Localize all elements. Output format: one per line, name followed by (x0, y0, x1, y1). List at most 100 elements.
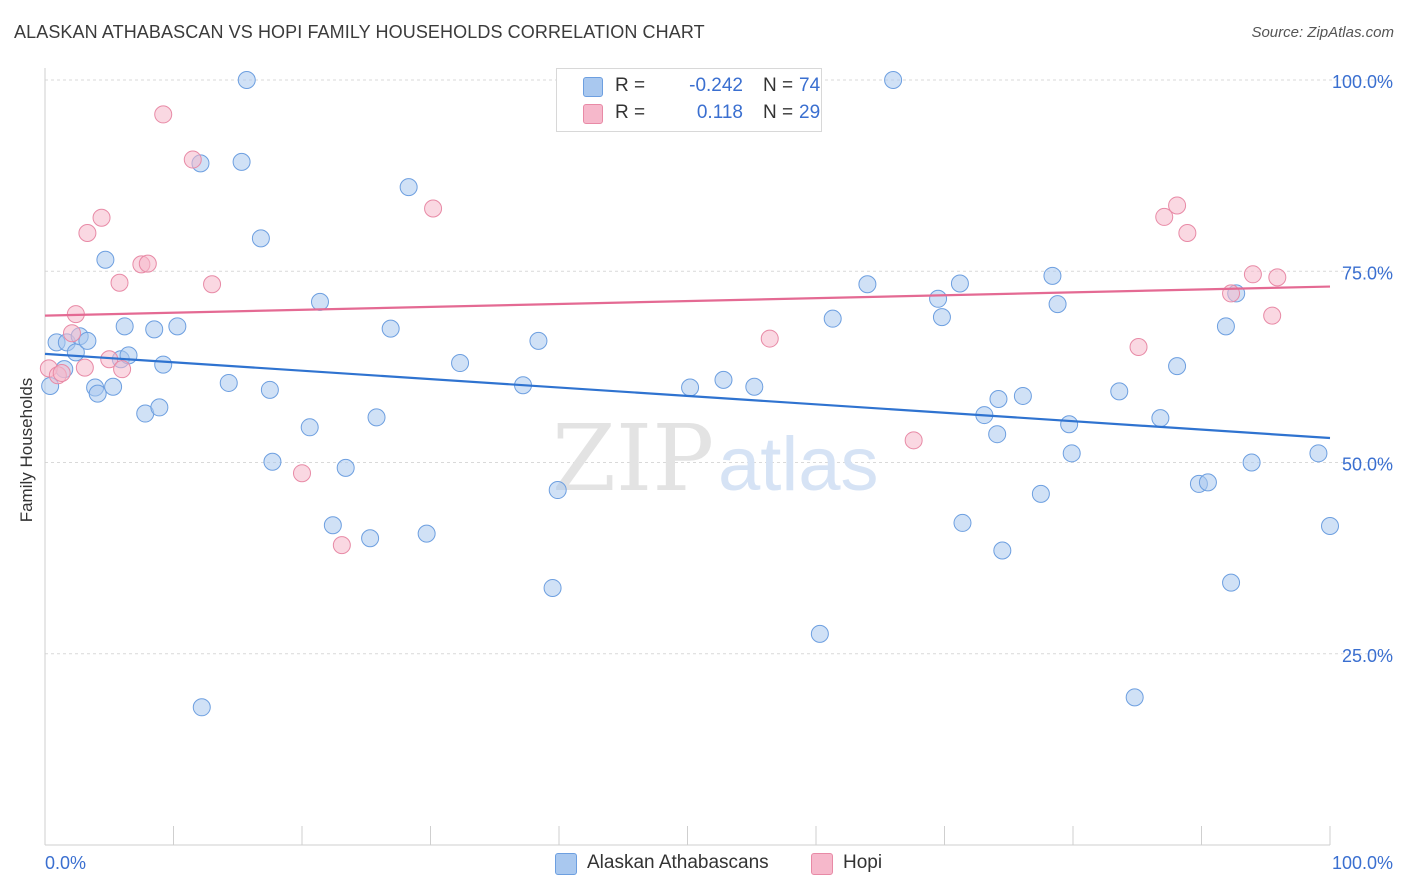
data-point (1048, 295, 1067, 314)
trend-line (44, 285, 1331, 317)
data-point (904, 431, 923, 450)
data-point (1168, 196, 1187, 215)
legend-r-value: 0.118 (696, 102, 743, 123)
data-point (929, 289, 948, 308)
bottom-legend-swatch-alaskan (555, 853, 577, 875)
data-point (88, 384, 107, 403)
data-point (183, 150, 202, 169)
data-point (263, 452, 282, 471)
data-point (381, 319, 400, 338)
bottom-legend-label: Hopi (843, 852, 883, 873)
data-point (681, 378, 700, 397)
y-tick-label: 50.0% (1342, 455, 1393, 475)
data-point (424, 199, 443, 218)
data-point (1309, 444, 1328, 463)
data-point (113, 360, 132, 379)
data-point (300, 418, 319, 437)
data-point (1268, 268, 1287, 287)
data-point (78, 331, 97, 350)
data-point (950, 274, 969, 293)
data-point (203, 275, 222, 294)
data-point (62, 324, 81, 343)
data-point (1243, 265, 1262, 284)
data-point (1110, 382, 1129, 401)
data-point (823, 309, 842, 328)
data-point (110, 273, 129, 292)
legend-n-value: 74 (799, 75, 821, 96)
chart-title: ALASKAN ATHABASCAN VS HOPI FAMILY HOUSEH… (14, 22, 705, 42)
watermark-zip: ZIP (552, 405, 714, 512)
source-label: Source: ZipAtlas.com (1251, 24, 1394, 41)
data-point (1125, 688, 1144, 707)
legend-r-value: -0.242 (689, 75, 743, 96)
data-point (154, 105, 173, 124)
data-point (1178, 224, 1197, 242)
data-point (1031, 484, 1050, 503)
data-point (154, 355, 173, 374)
tick-labels: 25.0% 50.0% 75.0% 100.0% 0.0% 100.0% (45, 72, 1393, 873)
legend-n-value: 29 (799, 102, 821, 123)
data-point (529, 331, 548, 350)
data-point (237, 71, 256, 89)
trend-lines (44, 285, 1331, 440)
data-point (953, 513, 972, 532)
data-point (760, 329, 779, 348)
x-tick-label: 100.0% (1332, 853, 1393, 873)
data-point (1222, 573, 1241, 592)
bottom-legend-label: Alaskan Athabascans (587, 852, 769, 873)
data-point (1151, 409, 1170, 428)
legend-r-label: R = (615, 75, 646, 96)
data-point (451, 354, 470, 373)
trend-line (44, 352, 1331, 440)
data-point (336, 458, 355, 477)
data-point (168, 317, 187, 336)
data-point (989, 390, 1008, 409)
data-point (361, 529, 380, 548)
data-point (1062, 444, 1081, 463)
data-point (251, 229, 270, 248)
data-point (1216, 317, 1235, 336)
data-point (1129, 337, 1148, 356)
data-point (232, 152, 251, 171)
x-tick-label: 0.0% (45, 853, 86, 873)
data-point (1242, 453, 1261, 472)
data-point (988, 425, 1007, 444)
data-point (115, 317, 134, 336)
data-point (543, 578, 562, 597)
data-point (993, 541, 1012, 560)
data-point (1043, 266, 1062, 285)
data-point (310, 292, 329, 311)
y-tick-label: 100.0% (1332, 72, 1393, 92)
data-point (332, 536, 351, 555)
data-point (1222, 284, 1241, 303)
data-point (858, 275, 877, 294)
data-point (1155, 207, 1174, 226)
data-point (293, 464, 311, 483)
data-point (548, 481, 567, 500)
correlation-legend: R = -0.242 N = 74 R = 0.118 N = 29 (556, 68, 822, 132)
data-point (52, 363, 71, 382)
data-point (1198, 473, 1217, 492)
series-alaskan-athabascans (41, 71, 1339, 717)
legend-r-label: R = (615, 102, 646, 123)
data-point (417, 524, 436, 543)
y-tick-label: 75.0% (1342, 263, 1393, 283)
legend-n-label: N = (763, 102, 794, 123)
data-point (260, 380, 279, 399)
data-point (78, 224, 97, 242)
data-point (884, 71, 903, 89)
bottom-legend-swatch-hopi (811, 853, 833, 875)
data-point (145, 320, 164, 339)
data-point (714, 370, 733, 389)
data-point (1263, 306, 1282, 325)
data-point (104, 377, 123, 396)
data-point (1060, 415, 1079, 434)
data-point (192, 698, 211, 717)
y-tick-label: 25.0% (1342, 646, 1393, 666)
data-point (745, 377, 764, 396)
legend-n-label: N = (763, 75, 794, 96)
data-point (219, 373, 238, 392)
data-point (1321, 516, 1339, 535)
data-point (367, 408, 386, 427)
